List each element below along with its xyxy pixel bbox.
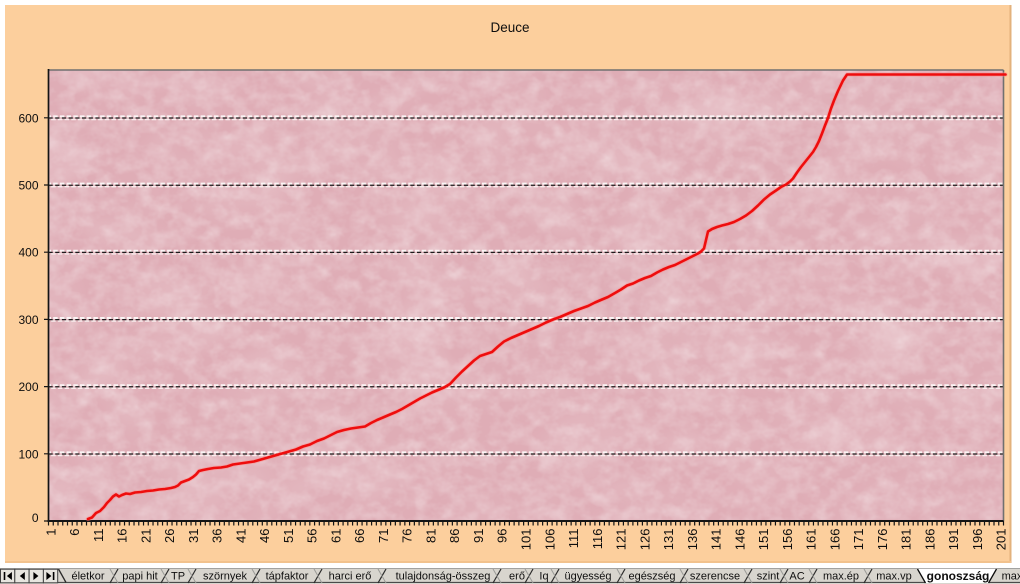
svg-text:100: 100 xyxy=(18,447,38,461)
svg-text:Iq: Iq xyxy=(539,571,548,583)
svg-text:max: max xyxy=(1002,571,1020,583)
svg-text:166: 166 xyxy=(827,529,842,551)
svg-text:papi hit: papi hit xyxy=(122,571,157,583)
svg-text:szint: szint xyxy=(757,571,780,583)
svg-text:86: 86 xyxy=(447,529,462,543)
svg-text:196: 196 xyxy=(970,529,985,551)
svg-text:76: 76 xyxy=(400,529,415,543)
svg-text:161: 161 xyxy=(804,529,819,551)
svg-text:181: 181 xyxy=(899,529,914,551)
svg-text:96: 96 xyxy=(495,529,510,543)
svg-text:36: 36 xyxy=(210,529,225,543)
svg-text:TP: TP xyxy=(171,571,185,583)
svg-text:max.ép: max.ép xyxy=(823,571,859,583)
svg-text:300: 300 xyxy=(18,313,38,327)
svg-text:tulajdonság-összeg: tulajdonság-összeg xyxy=(396,571,491,583)
svg-text:101: 101 xyxy=(519,529,534,551)
svg-text:116: 116 xyxy=(590,529,605,550)
svg-text:176: 176 xyxy=(875,529,890,551)
svg-text:171: 171 xyxy=(851,529,866,551)
svg-text:erő: erő xyxy=(509,571,525,583)
svg-text:21: 21 xyxy=(138,529,153,543)
svg-text:146: 146 xyxy=(732,529,747,551)
svg-text:400: 400 xyxy=(18,246,38,260)
svg-text:0: 0 xyxy=(32,511,39,525)
svg-text:51: 51 xyxy=(281,529,296,543)
svg-text:156: 156 xyxy=(780,529,795,551)
svg-text:121: 121 xyxy=(614,529,629,551)
svg-text:71: 71 xyxy=(376,529,391,543)
svg-text:életkor: életkor xyxy=(71,571,104,583)
svg-text:131: 131 xyxy=(661,529,676,551)
svg-text:6: 6 xyxy=(67,529,82,536)
svg-text:harci erő: harci erő xyxy=(329,571,372,583)
svg-text:26: 26 xyxy=(162,529,177,543)
svg-text:31: 31 xyxy=(186,529,201,543)
svg-text:66: 66 xyxy=(352,529,367,543)
svg-text:41: 41 xyxy=(233,529,248,543)
svg-text:16: 16 xyxy=(115,529,130,543)
svg-text:gonoszság: gonoszság xyxy=(927,569,990,583)
svg-text:111: 111 xyxy=(566,529,581,549)
svg-text:56: 56 xyxy=(305,529,320,543)
svg-text:81: 81 xyxy=(424,529,439,543)
svg-text:191: 191 xyxy=(946,529,961,551)
svg-text:szörnyek: szörnyek xyxy=(203,571,248,583)
svg-text:szerencse: szerencse xyxy=(690,571,740,583)
svg-text:ügyesség: ügyesség xyxy=(564,571,611,583)
svg-text:61: 61 xyxy=(329,529,344,543)
svg-text:1: 1 xyxy=(43,529,58,536)
svg-text:136: 136 xyxy=(685,529,700,551)
svg-text:91: 91 xyxy=(471,529,486,543)
svg-text:200: 200 xyxy=(18,380,38,394)
svg-text:AC: AC xyxy=(789,571,804,583)
svg-text:egészség: egészség xyxy=(628,571,675,583)
svg-text:600: 600 xyxy=(18,111,38,125)
svg-text:126: 126 xyxy=(637,529,652,551)
svg-text:186: 186 xyxy=(922,529,937,551)
svg-text:141: 141 xyxy=(709,529,724,551)
svg-text:151: 151 xyxy=(756,529,771,551)
svg-text:Deuce: Deuce xyxy=(490,20,529,35)
svg-text:106: 106 xyxy=(542,529,557,551)
svg-text:500: 500 xyxy=(18,179,38,193)
svg-text:tápfaktor: tápfaktor xyxy=(266,571,309,583)
svg-text:201: 201 xyxy=(994,529,1009,551)
svg-text:max.vp: max.vp xyxy=(876,571,911,583)
svg-text:46: 46 xyxy=(257,529,272,543)
svg-text:11: 11 xyxy=(91,529,106,543)
